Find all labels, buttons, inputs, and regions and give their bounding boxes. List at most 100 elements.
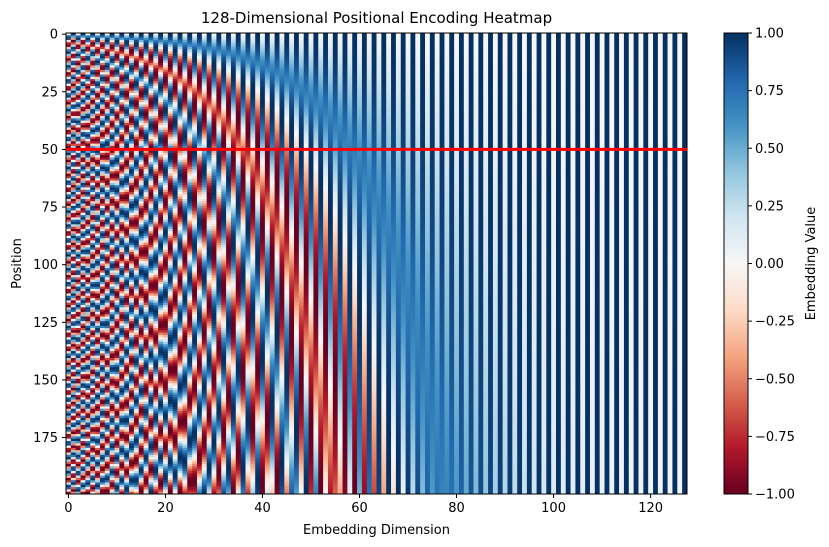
heatmap-cell bbox=[124, 272, 130, 276]
heatmap-cell bbox=[167, 270, 174, 274]
heatmap-cell bbox=[104, 189, 111, 193]
heatmap-cell bbox=[158, 152, 164, 156]
heatmap-cell bbox=[80, 413, 86, 416]
heatmap-cell bbox=[95, 145, 101, 149]
heatmap-cell bbox=[148, 431, 154, 435]
heatmap-cell bbox=[138, 35, 144, 38]
heatmap-cell bbox=[158, 166, 164, 170]
heatmap-cell bbox=[104, 431, 111, 435]
heatmap-cell bbox=[95, 473, 101, 476]
heatmap-cell bbox=[114, 254, 120, 257]
heatmap-cell bbox=[66, 309, 72, 313]
heatmap-cell bbox=[163, 175, 169, 179]
heatmap-cell bbox=[119, 67, 125, 71]
heatmap-cell bbox=[90, 187, 96, 191]
heatmap-cell bbox=[129, 69, 135, 73]
heatmap-cell bbox=[95, 272, 101, 276]
heatmap-cell bbox=[80, 208, 86, 211]
heatmap-cell bbox=[167, 58, 174, 62]
heatmap-cell bbox=[177, 261, 183, 264]
heatmap-cell bbox=[114, 330, 120, 334]
heatmap-cell bbox=[138, 242, 144, 246]
heatmap-cell bbox=[99, 438, 106, 442]
heatmap-cell bbox=[163, 295, 169, 299]
heatmap-cell bbox=[177, 344, 183, 347]
heatmap-cell bbox=[85, 208, 91, 211]
heatmap-cell bbox=[109, 235, 115, 239]
heatmap-cell bbox=[143, 311, 149, 315]
heatmap-cell bbox=[114, 157, 120, 161]
heatmap-cell bbox=[148, 212, 154, 216]
heatmap-cell bbox=[138, 235, 144, 239]
heatmap-cell bbox=[182, 341, 188, 345]
heatmap-cell bbox=[143, 420, 149, 423]
heatmap-cell bbox=[119, 152, 125, 156]
heatmap-cell bbox=[80, 104, 86, 108]
heatmap-cell bbox=[133, 113, 140, 117]
heatmap-cell bbox=[85, 118, 91, 121]
heatmap-cell bbox=[85, 205, 91, 209]
heatmap-cell bbox=[129, 353, 135, 357]
heatmap-cell bbox=[85, 175, 91, 179]
heatmap-cell bbox=[124, 196, 130, 200]
heatmap-cell bbox=[90, 210, 96, 214]
heatmap-cell bbox=[177, 99, 183, 103]
heatmap-cell bbox=[138, 65, 144, 68]
heatmap-cell bbox=[124, 411, 130, 414]
heatmap-cell bbox=[99, 132, 106, 135]
heatmap-cell bbox=[99, 74, 106, 78]
heatmap-cell bbox=[172, 205, 178, 209]
heatmap-cell bbox=[129, 222, 135, 225]
heatmap-cell bbox=[124, 194, 130, 198]
heatmap-cell bbox=[177, 106, 183, 110]
heatmap-cell bbox=[167, 99, 174, 103]
heatmap-cell bbox=[124, 164, 130, 168]
heatmap-cell bbox=[124, 337, 130, 340]
heatmap-cell bbox=[148, 424, 154, 428]
heatmap-cell bbox=[167, 401, 174, 405]
heatmap-cell bbox=[158, 332, 164, 336]
heatmap-cell bbox=[129, 217, 135, 221]
heatmap-cell bbox=[109, 394, 115, 398]
heatmap-cell bbox=[109, 224, 115, 227]
heatmap-cell bbox=[66, 475, 72, 479]
heatmap-cell bbox=[138, 33, 144, 36]
heatmap-cell bbox=[80, 291, 86, 294]
heatmap-cell bbox=[85, 134, 91, 138]
heatmap-cell bbox=[163, 69, 169, 73]
heatmap-cell bbox=[133, 145, 140, 149]
heatmap-cell bbox=[129, 49, 135, 52]
heatmap-cell bbox=[75, 67, 81, 71]
heatmap-cell bbox=[104, 291, 111, 294]
heatmap-cell bbox=[148, 401, 154, 405]
heatmap-cell bbox=[153, 420, 159, 423]
heatmap-cell bbox=[80, 304, 86, 308]
heatmap-cell bbox=[133, 427, 140, 430]
heatmap-cell bbox=[153, 143, 159, 147]
heatmap-cell bbox=[85, 90, 91, 94]
heatmap-cell bbox=[124, 480, 130, 483]
heatmap-cell bbox=[90, 440, 96, 444]
heatmap-cell bbox=[104, 231, 111, 234]
heatmap-cell bbox=[172, 90, 178, 94]
heatmap-cell bbox=[119, 459, 125, 463]
heatmap-cell bbox=[66, 109, 72, 112]
heatmap-cell bbox=[148, 219, 154, 223]
heatmap-cell bbox=[99, 351, 106, 354]
heatmap-cell bbox=[133, 33, 140, 36]
heatmap-cell bbox=[119, 369, 125, 373]
heatmap-cell bbox=[163, 392, 169, 396]
heatmap-cell bbox=[182, 104, 188, 108]
heatmap-cell bbox=[182, 484, 188, 488]
heatmap-cell bbox=[66, 358, 72, 361]
heatmap-cell bbox=[104, 346, 111, 350]
heatmap-cell bbox=[119, 53, 125, 57]
heatmap-cell bbox=[85, 470, 91, 474]
heatmap-cell bbox=[85, 436, 91, 440]
heatmap-cell bbox=[85, 141, 91, 144]
heatmap-cell bbox=[109, 208, 115, 211]
heatmap-cell bbox=[114, 344, 120, 347]
heatmap-cell bbox=[124, 231, 130, 234]
heatmap-cell bbox=[167, 240, 174, 244]
heatmap-cell bbox=[66, 39, 72, 43]
